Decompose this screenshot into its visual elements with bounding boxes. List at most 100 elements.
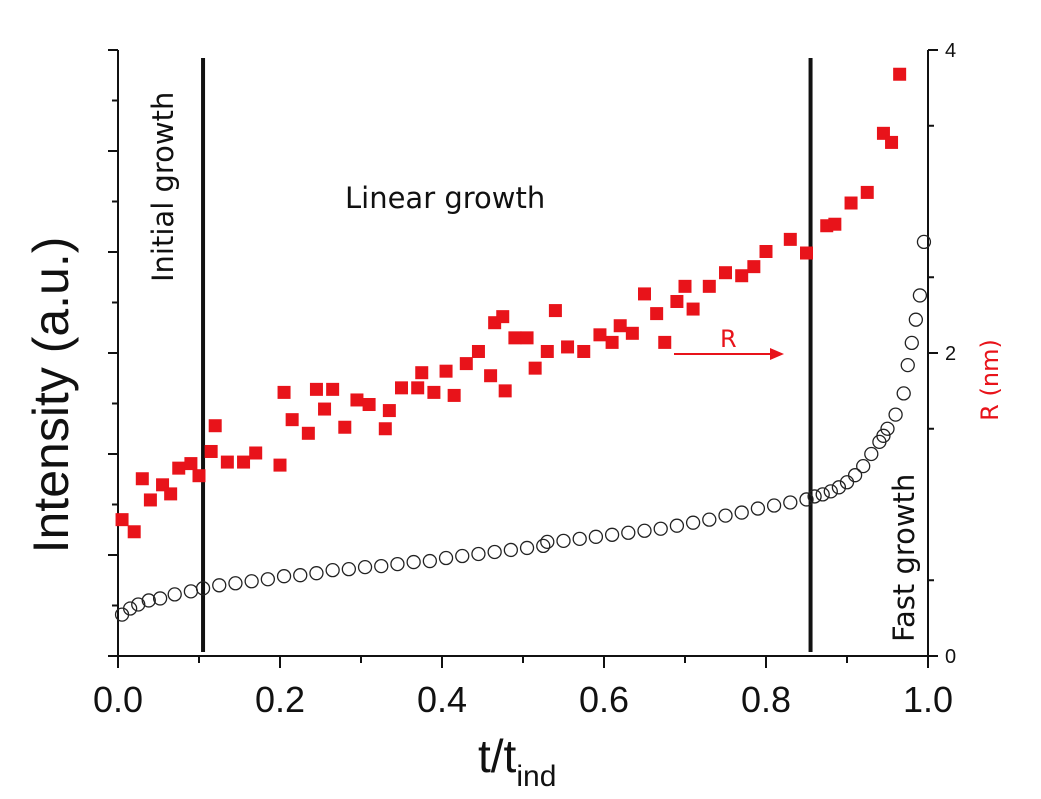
- r-data-point: [350, 393, 364, 407]
- intensity-data-point: [783, 495, 798, 510]
- intensity-data-point: [856, 458, 871, 474]
- intensity-data-point: [900, 357, 915, 373]
- intensity-data-point: [572, 531, 587, 546]
- intensity-data-point: [374, 558, 389, 574]
- intensity-data-point: [357, 559, 373, 575]
- intensity-data-point: [487, 544, 502, 560]
- r-data-point: [338, 420, 352, 434]
- r-data-point: [143, 493, 157, 507]
- y2-tick-label: 4: [945, 40, 956, 62]
- y-axis-title: Intensity (a.u.): [23, 237, 79, 554]
- r-data-point: [658, 335, 672, 349]
- intensity-data-point: [167, 587, 182, 602]
- intensity-data-point: [750, 501, 766, 516]
- x-tick-label: 0.0: [93, 679, 143, 720]
- r-arrow-label: R: [720, 325, 737, 353]
- r-data-point: [277, 385, 291, 399]
- r-data-point: [309, 382, 323, 396]
- intensity-data-point: [876, 428, 891, 443]
- intensity-data-point: [503, 542, 519, 558]
- intensity-data-point: [540, 534, 555, 550]
- ticks: 0.0 0.2 0.4 0.6 0.8 1.0 0 2 4: [93, 40, 956, 720]
- r-data-point: [427, 385, 441, 399]
- y2-tick-label: 2: [945, 343, 956, 365]
- initial-growth-label: Initial growth: [146, 92, 180, 282]
- intensity-data-point: [831, 480, 847, 495]
- fast-growth-label: Fast growth: [887, 474, 921, 642]
- r-data-point: [318, 402, 332, 416]
- r-data-point: [625, 326, 639, 340]
- r-data-point: [208, 419, 222, 433]
- r-data-point: [362, 398, 376, 412]
- intensity-data-point: [908, 312, 923, 327]
- r-data-point: [192, 469, 206, 483]
- intensity-data-point: [244, 574, 259, 589]
- intensity-data-point: [228, 576, 243, 591]
- svg-text:t/tind: t/tind: [478, 730, 556, 793]
- intensity-data-point: [556, 533, 571, 549]
- r-arrow: [674, 348, 784, 360]
- r-data-point: [735, 269, 749, 283]
- intensity-data-point: [864, 446, 879, 462]
- intensity-data-point: [471, 546, 486, 562]
- r-data-point: [378, 422, 392, 436]
- r-data-point: [382, 404, 396, 418]
- r-data-point: [638, 287, 651, 301]
- intensity-data-point: [588, 529, 604, 544]
- r-data-point: [172, 461, 186, 475]
- r-data-point: [719, 266, 732, 280]
- intensity-data-point: [734, 505, 749, 520]
- region-dividers: [201, 58, 813, 652]
- intensity-data-point: [904, 335, 919, 351]
- intensity-data-point: [422, 553, 438, 569]
- r-series: [115, 67, 907, 539]
- r-data-point: [237, 455, 251, 469]
- r-data-point: [561, 340, 575, 354]
- r-data-point: [471, 344, 485, 358]
- intensity-data-point: [799, 492, 814, 507]
- intensity-data-point: [141, 593, 156, 608]
- r-data-point: [548, 304, 562, 318]
- intensity-data-point: [621, 525, 636, 540]
- intensity-data-point: [260, 572, 276, 587]
- r-data-point: [686, 302, 700, 316]
- intensity-data-point: [276, 569, 292, 584]
- intensity-data-point: [916, 234, 932, 250]
- x-tick-label: 0.2: [255, 679, 305, 720]
- r-data-point: [395, 381, 408, 395]
- r-data-point: [135, 472, 149, 486]
- r-data-point: [860, 185, 874, 199]
- intensity-data-point: [823, 484, 838, 499]
- intensity-series: [114, 234, 932, 622]
- r-data-point: [508, 331, 522, 345]
- r-data-point: [828, 217, 842, 231]
- r-data-point: [204, 444, 218, 458]
- intensity-data-point: [896, 386, 911, 401]
- r-data-point: [415, 366, 429, 380]
- r-data-point: [783, 232, 797, 246]
- intensity-data-point: [325, 563, 340, 578]
- r-data-point: [459, 357, 473, 371]
- r-data-point: [540, 344, 554, 358]
- r-data-point: [301, 426, 315, 440]
- r-data-point: [528, 361, 542, 375]
- x-tick-label: 0.4: [417, 679, 467, 720]
- linear-growth-label: Linear growth: [345, 181, 545, 215]
- r-data-point: [249, 446, 263, 460]
- r-data-point: [273, 458, 287, 472]
- r-data-point: [115, 513, 129, 527]
- intensity-data-point: [766, 498, 782, 513]
- intensity-data-point: [309, 566, 324, 581]
- intensity-data-point: [604, 527, 620, 542]
- x-tick-label: 0.6: [579, 679, 629, 720]
- intensity-data-point: [341, 561, 357, 577]
- intensity-data-point: [880, 421, 895, 436]
- x-tick-label: 1.0: [903, 679, 953, 720]
- intensity-data-point: [183, 584, 199, 599]
- r-data-point: [498, 384, 512, 398]
- r-data-point: [484, 369, 498, 383]
- intensity-data-point: [685, 515, 701, 530]
- r-data-point: [326, 382, 340, 396]
- r-data-point: [670, 294, 684, 308]
